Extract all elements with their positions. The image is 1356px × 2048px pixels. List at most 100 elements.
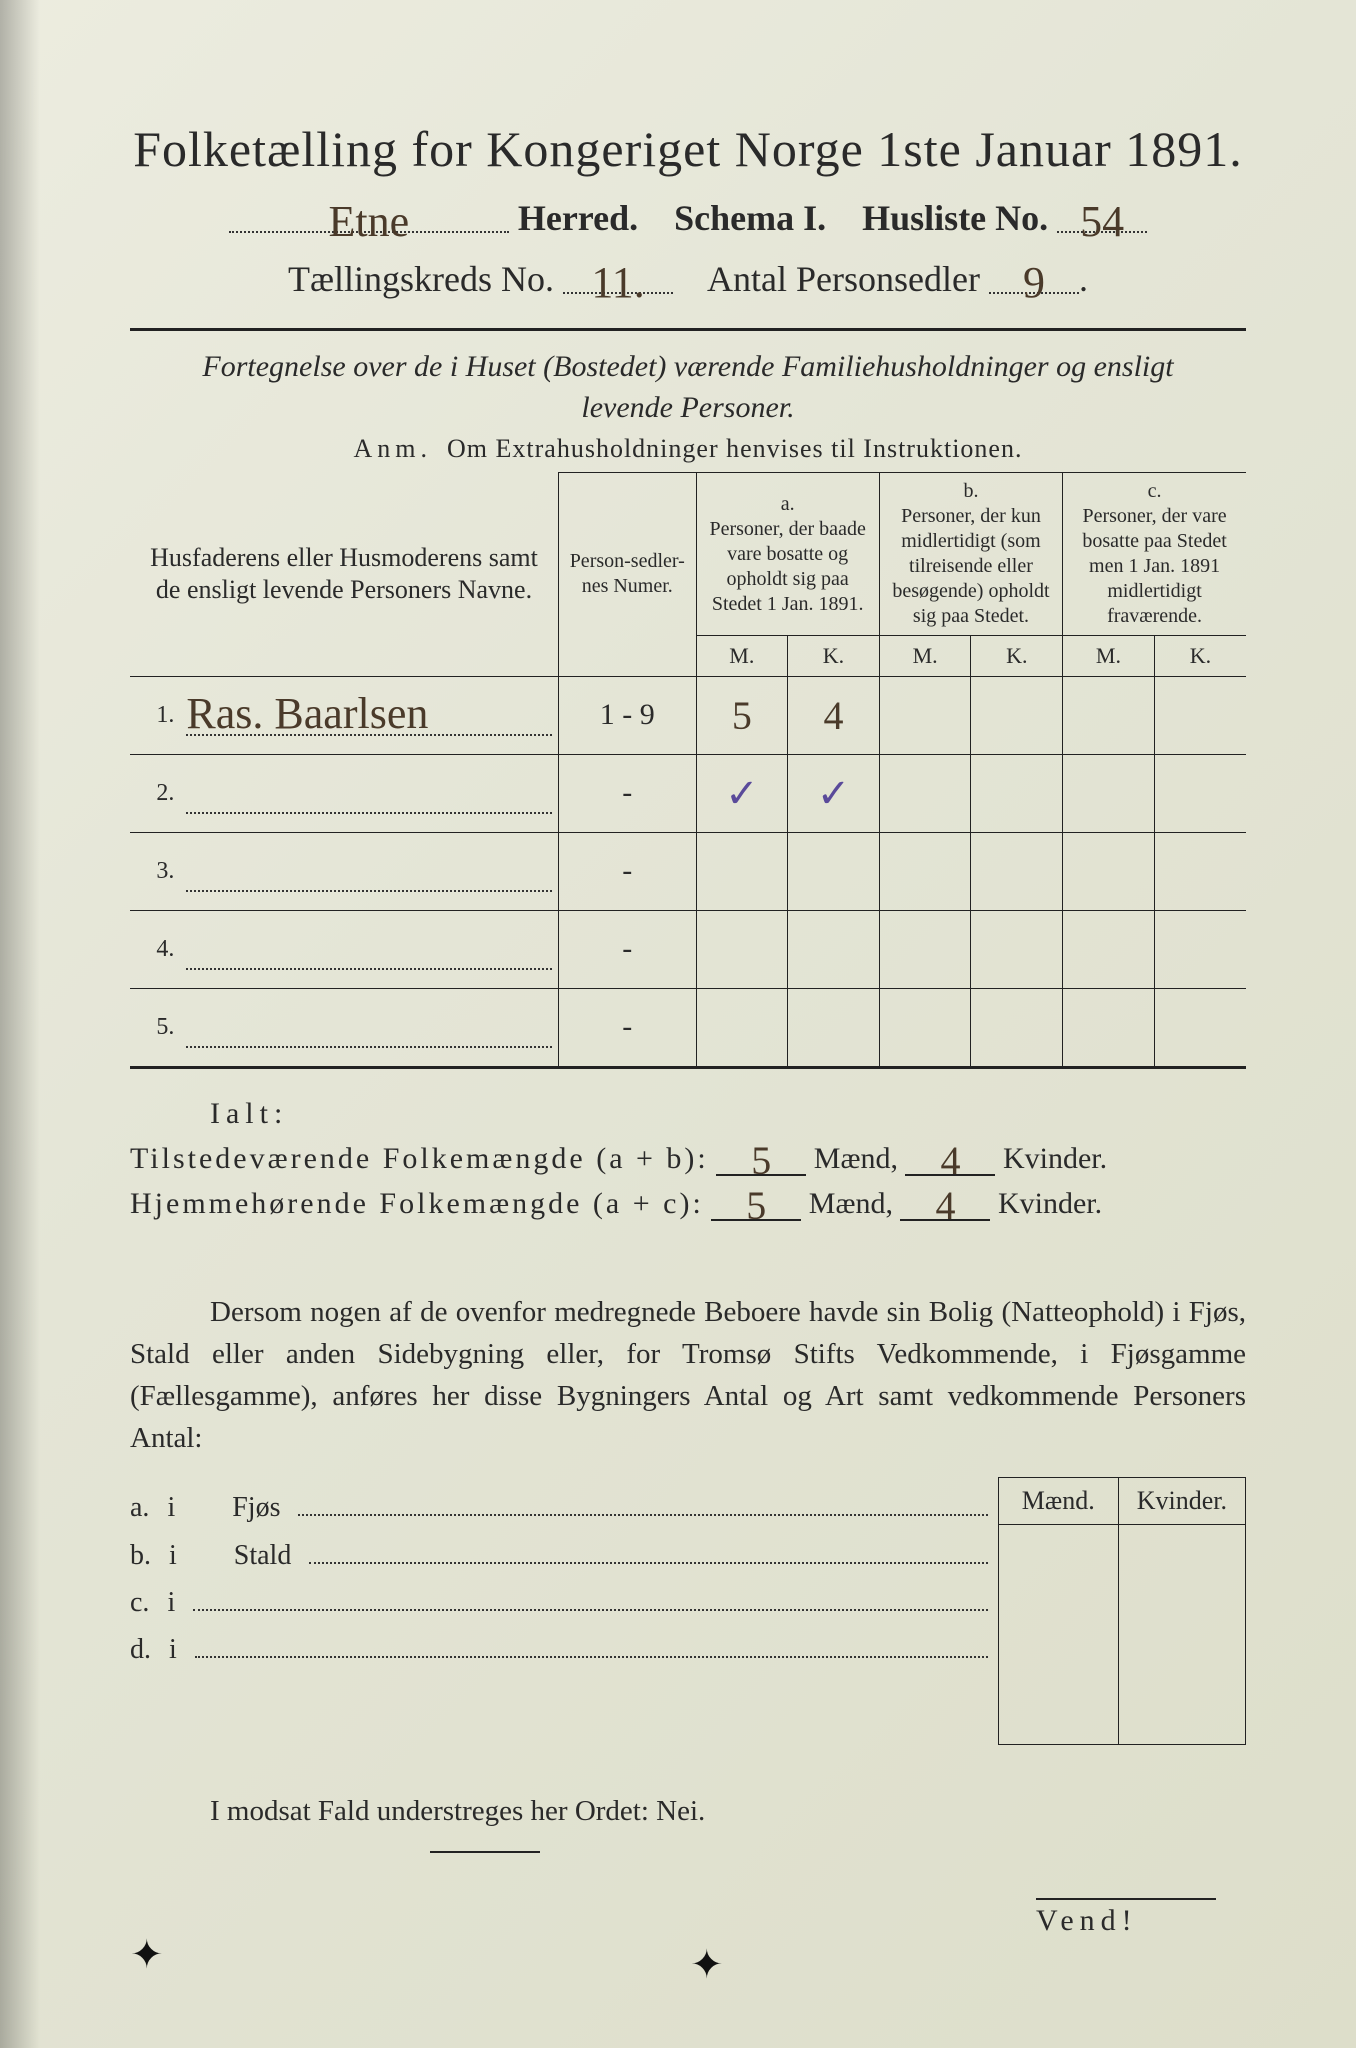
nei-underline [430, 1851, 540, 1853]
row-num-range: 1 - 9 [559, 676, 696, 754]
totals-line1-m: 5 [751, 1138, 771, 1183]
row-name-cell [180, 910, 558, 988]
row-a-k: 4 [823, 693, 843, 738]
mk-head-m: Mænd. [998, 1478, 1118, 1525]
list-item: d. i [130, 1633, 988, 1666]
row-c-m [1063, 832, 1155, 910]
maend-label-2: Mænd, [809, 1187, 893, 1220]
row-b-k [971, 832, 1063, 910]
anm-label: Anm. [354, 434, 433, 463]
row-name-line: Ras. Baarlsen [186, 694, 552, 736]
totals-line2-k: 4 [935, 1183, 955, 1228]
totals-line2-label: Hjemmehørende Folkemængde (a + c): [130, 1187, 704, 1220]
col-b-m: M. [879, 636, 971, 677]
list-key: a. [130, 1492, 149, 1524]
list-item: a. i Fjøs [130, 1491, 988, 1524]
totals-line1-k: 4 [940, 1138, 960, 1183]
row-b-m [879, 910, 971, 988]
final-line: I modsat Fald understreges her Ordet: Ne… [210, 1795, 1246, 1861]
row-name-cell [180, 832, 558, 910]
herred-label: Herred. [518, 198, 638, 238]
bolig-text: Dersom nogen af de ovenfor medregnede Be… [130, 1296, 1246, 1454]
table-row: 2. - ✓ ✓ [130, 754, 1246, 832]
row-num-range: - [559, 910, 696, 988]
row-num: 5. [130, 988, 180, 1066]
table-row: 4. - [130, 910, 1246, 988]
mk-cell-k [1118, 1525, 1245, 1745]
row-name-cell [180, 988, 558, 1066]
row-a-k [788, 988, 880, 1066]
kvinder-label-2: Kvinder. [998, 1187, 1102, 1220]
row-num: 3. [130, 832, 180, 910]
list-i: i [169, 1540, 177, 1572]
col-head-a: a. Personer, der baade vare bosatte og o… [696, 473, 879, 636]
list-dots [309, 1538, 987, 1563]
col-head-c: c. Personer, der vare bosatte paa Stedet… [1063, 473, 1246, 636]
building-list: a. i Fjøs b. i Stald c. i d. i [130, 1477, 988, 1680]
col-head-b: b. Personer, der kun midlertidigt (som t… [879, 473, 1062, 636]
schema-label: Schema I. [674, 198, 826, 238]
row-a-k [788, 832, 880, 910]
row-name-line [186, 850, 552, 892]
final-text: I modsat Fald understreges her Ordet: Ne… [210, 1795, 705, 1827]
col-head-name: Husfaderens eller Husmoderens samt de en… [130, 473, 559, 677]
vend-text: Vend! [1036, 1904, 1138, 1937]
row-num-range: - [559, 988, 696, 1066]
col-a-label: a. [703, 492, 873, 517]
mk-cell-m [998, 1525, 1118, 1745]
row-a-k: ✓ [817, 771, 851, 816]
header-line-3: Tællingskreds No. 11. Antal Personsedler… [130, 251, 1246, 300]
totals-row-2: Hjemmehørende Folkemængde (a + c): 5 Mæn… [130, 1182, 1246, 1221]
list-item: b. i Stald [130, 1538, 988, 1571]
ialt-label: Ialt: [210, 1097, 1246, 1131]
row-b-k [971, 910, 1063, 988]
tick-mark-icon: ✦ [690, 1941, 724, 1988]
divider-top [130, 328, 1246, 331]
row-b-k [971, 988, 1063, 1066]
kreds-label: Tællingskreds No. [288, 259, 554, 299]
kvinder-label: Kvinder. [1003, 1142, 1107, 1175]
row-c-k [1154, 910, 1246, 988]
census-form-page: Folketælling for Kongeriget Norge 1ste J… [0, 0, 1356, 2048]
col-b-label: b. [886, 479, 1056, 504]
personsedler-field: 9 [989, 251, 1079, 294]
row-name-cell [180, 754, 558, 832]
husliste-value: 54 [1080, 197, 1124, 246]
divider-table-bottom [130, 1066, 1246, 1069]
row-a-m [696, 832, 788, 910]
col-a-text: Personer, der baade vare bosatte og opho… [703, 517, 873, 617]
personsedler-value: 9 [1023, 258, 1045, 307]
maend-label: Mænd, [814, 1142, 898, 1175]
row-b-k [971, 676, 1063, 754]
row-num: 4. [130, 910, 180, 988]
husliste-label: Husliste No. [862, 198, 1048, 238]
table-row: 1. Ras. Baarlsen 1 - 9 5 4 [130, 676, 1246, 754]
list-key: b. [130, 1540, 151, 1572]
row-name-line [186, 1006, 552, 1048]
row-a-m: ✓ [725, 771, 759, 816]
header-line-2: Etne Herred. Schema I. Husliste No. 54 [130, 190, 1246, 239]
list-label: Fjøs [232, 1492, 280, 1524]
col-a-k: K. [788, 636, 880, 677]
subhead-line1: Fortegnelse over de i Huset (Bostedet) v… [202, 350, 1173, 383]
row-num: 2. [130, 754, 180, 832]
list-i: i [167, 1587, 175, 1619]
herred-value: Etne [329, 197, 410, 246]
subhead-line2: levende Personer. [581, 391, 794, 424]
row-c-m [1063, 988, 1155, 1066]
col-b-k: K. [971, 636, 1063, 677]
bolig-paragraph: Dersom nogen af de ovenfor medregnede Be… [130, 1291, 1246, 1459]
anm-line: Anm. Om Extrahusholdninger henvises til … [130, 434, 1246, 464]
list-dots [298, 1491, 987, 1516]
totals-block: Ialt: Tilstedeværende Folkemængde (a + b… [130, 1097, 1246, 1221]
col-c-k: K. [1154, 636, 1246, 677]
row-b-k [971, 754, 1063, 832]
row-c-m [1063, 754, 1155, 832]
row-name-line [186, 928, 552, 970]
list-item: c. i [130, 1586, 988, 1619]
row-c-k [1154, 676, 1246, 754]
row-c-m [1063, 676, 1155, 754]
sub-heading: Fortegnelse over de i Huset (Bostedet) v… [170, 347, 1206, 428]
kreds-field: 11. [563, 251, 673, 294]
totals-row-1: Tilstedeværende Folkemængde (a + b): 5 M… [130, 1137, 1246, 1176]
